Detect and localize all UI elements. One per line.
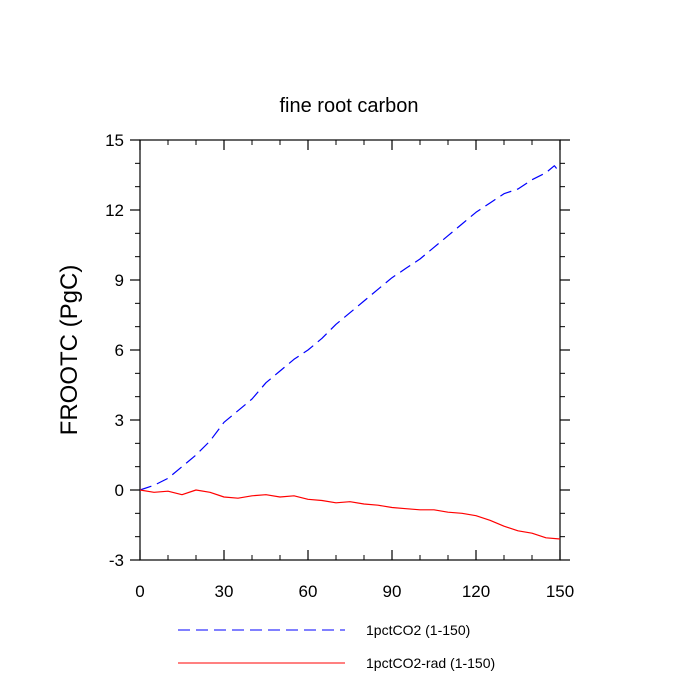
axis-tick-labels: 0 30 60 90 120 150 -3 0 3 6 9 12 15 [105, 131, 574, 601]
legend: 1pctCO2 (1-150) 1pctCO2-rad (1-150) [178, 622, 495, 671]
axis-ticks [130, 139, 570, 561]
x-tick-label: 30 [215, 582, 234, 601]
chart-title: fine root carbon [280, 95, 419, 117]
plot-frame [139, 139, 561, 561]
y-tick-label: 6 [115, 341, 124, 360]
y-tick-label: 15 [105, 131, 124, 150]
y-axis-label: FROOTC (PgC) [56, 265, 83, 436]
series-line-1 [139, 165, 561, 491]
y-tick-label: 9 [115, 271, 124, 290]
x-tick-label: 60 [299, 582, 318, 601]
legend-label-2: 1pctCO2-rad (1-150) [366, 655, 495, 671]
x-tick-label: 90 [383, 582, 402, 601]
legend-label-1: 1pctCO2 (1-150) [366, 622, 470, 638]
series-line-2 [139, 489, 561, 540]
y-tick-label: 12 [105, 201, 124, 220]
x-tick-label: 150 [546, 582, 574, 601]
series-lines [139, 165, 561, 540]
x-tick-label: 120 [462, 582, 490, 601]
x-tick-label: 0 [135, 582, 144, 601]
y-tick-label: 0 [115, 481, 124, 500]
y-tick-label: 3 [115, 411, 124, 430]
y-tick-label: -3 [109, 551, 124, 570]
